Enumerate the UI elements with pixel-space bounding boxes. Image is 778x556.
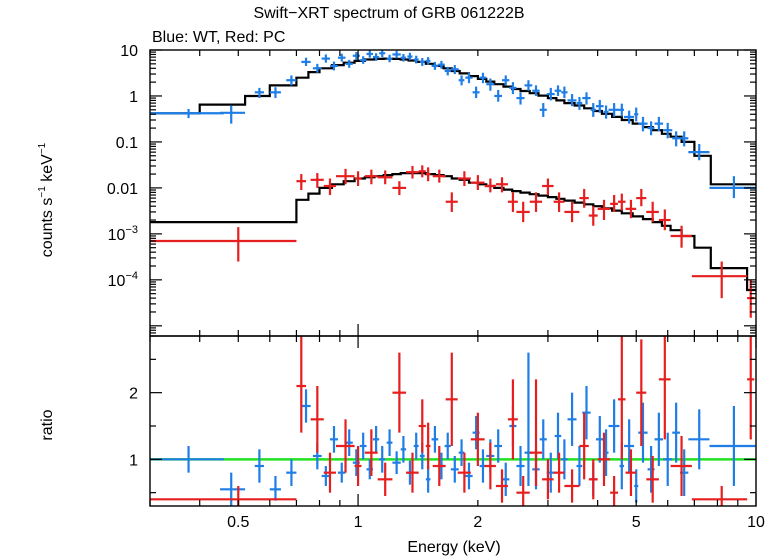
y-tick-label: 10−3: [108, 224, 138, 244]
spectrum-series-wt: [150, 50, 756, 199]
ratio-panel: [150, 336, 756, 506]
ratio-axis-label: ratio: [39, 409, 56, 440]
y-tick-label: 10: [120, 43, 138, 60]
chart-subtitle: Blue: WT, Red: PC: [152, 29, 286, 46]
chart-title: Swift−XRT spectrum of GRB 061222B: [253, 5, 525, 22]
spectrum-series-pc: [150, 165, 755, 318]
y-tick-label: 0.1: [116, 135, 138, 152]
ratio-frame: [149, 335, 757, 507]
x-tick-label: 10: [747, 514, 765, 531]
y-tick-label: 10−4: [108, 270, 138, 290]
axes-frame: 0.5 1 2 5 10 10 1 0.1 0.01 10−3 10−4 1 2: [107, 43, 765, 531]
axis-labels: counts s−1 keV−1 ratio Energy (keV): [37, 142, 501, 556]
spectrum-frame: [149, 49, 757, 337]
ratio-y-tick-label: 2: [129, 386, 138, 403]
model-step-0: [150, 57, 756, 186]
ratio-series-pc: [150, 336, 755, 506]
y-tick-label: 0.01: [107, 181, 138, 198]
x-tick-label: 5: [632, 514, 641, 531]
y-tick-label: 1: [129, 89, 138, 106]
y-axis-label: counts s−1 keV−1: [37, 142, 56, 257]
model-step-1: [150, 172, 756, 292]
x-tick-label: 2: [473, 514, 482, 531]
x-tick-label: 1: [354, 514, 363, 531]
ratio-y-tick-label: 1: [129, 452, 138, 469]
spectrum-panel: [150, 50, 756, 318]
x-axis-label: Energy (keV): [407, 539, 500, 556]
x-tick-label: 0.5: [227, 514, 249, 531]
